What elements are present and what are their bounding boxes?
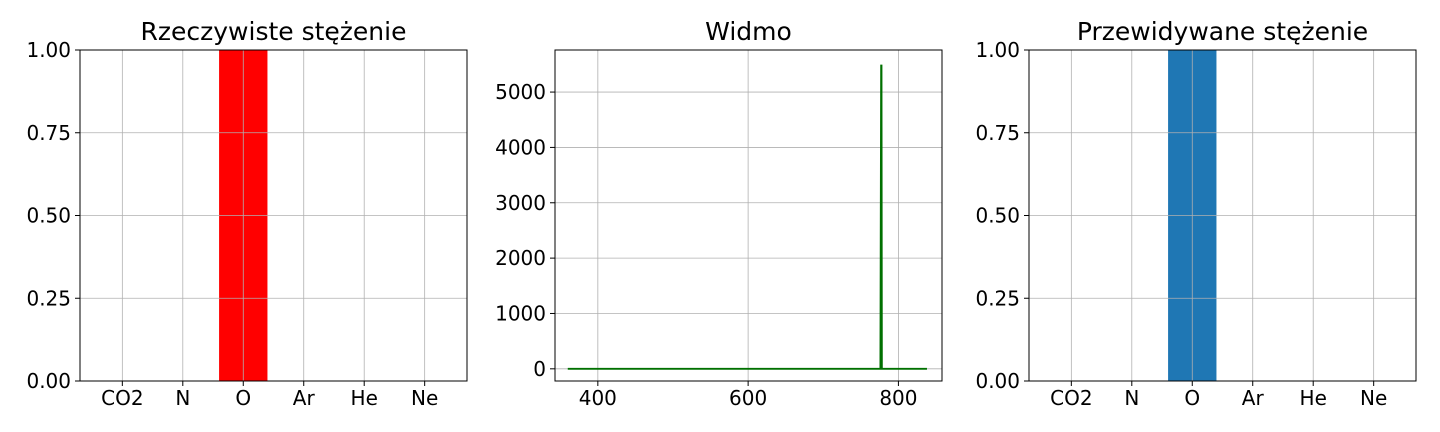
x-tick-label: Ar (1242, 386, 1265, 410)
panel-2: Widmo 400 600 800 0 1000 2000 3000 4000 5000 (495, 17, 943, 410)
x-tick-label: N (175, 386, 190, 410)
panel-title: Widmo (705, 17, 792, 46)
x-tick-label: 800 (879, 386, 917, 410)
y-tick-label: 5000 (495, 80, 546, 104)
y-tick-label: 0.25 (975, 286, 1020, 310)
x-tick-label: 400 (579, 386, 617, 410)
y-tick-label: 2000 (495, 246, 546, 270)
y-tick-label: 0.75 (975, 121, 1020, 145)
plot-frame (554, 49, 943, 382)
plot-frame (79, 49, 468, 382)
x-tick-label: Ar (293, 386, 316, 410)
panel-title: Rzeczywiste stężenie (141, 17, 407, 46)
y-tick-label: 4000 (495, 135, 546, 159)
x-tick-label: N (1124, 386, 1139, 410)
x-tick-label: 600 (729, 386, 767, 410)
x-tick-label: He (351, 386, 378, 410)
y-tick-label: 0.00 (26, 369, 71, 393)
y-tick-label: 1.00 (975, 38, 1020, 62)
spectrum-line (567, 64, 927, 370)
panel-title: Przewidywane stężenie (1077, 17, 1368, 46)
x-tick-label: Ne (411, 386, 438, 410)
x-tick-label: CO2 (1050, 386, 1092, 410)
panel-1: Rzeczywiste stężenie CO2 N O Ar He Ne 0.00 0.25 0… (26, 17, 468, 410)
y-tick-label: 0 (533, 357, 546, 381)
y-tick-label: 0.75 (26, 121, 71, 145)
x-tick-label: O (1184, 386, 1200, 410)
y-tick-label: 1000 (495, 301, 546, 325)
y-tick-label: 1.00 (26, 38, 71, 62)
x-tick-label: CO2 (101, 386, 143, 410)
y-tick-label: 0.50 (26, 204, 71, 228)
x-tick-label: He (1300, 386, 1327, 410)
x-tick-label: O (235, 386, 251, 410)
y-tick-label: 0.50 (975, 204, 1020, 228)
x-tick-label: Ne (1360, 386, 1387, 410)
y-tick-label: 0.00 (975, 369, 1020, 393)
y-tick-label: 3000 (495, 191, 546, 215)
plot-frame (1028, 49, 1417, 382)
panel-3: Przewidywane stężenie CO2 N O Ar He Ne 0.00 0.25… (975, 17, 1417, 410)
y-tick-label: 0.25 (26, 286, 71, 310)
